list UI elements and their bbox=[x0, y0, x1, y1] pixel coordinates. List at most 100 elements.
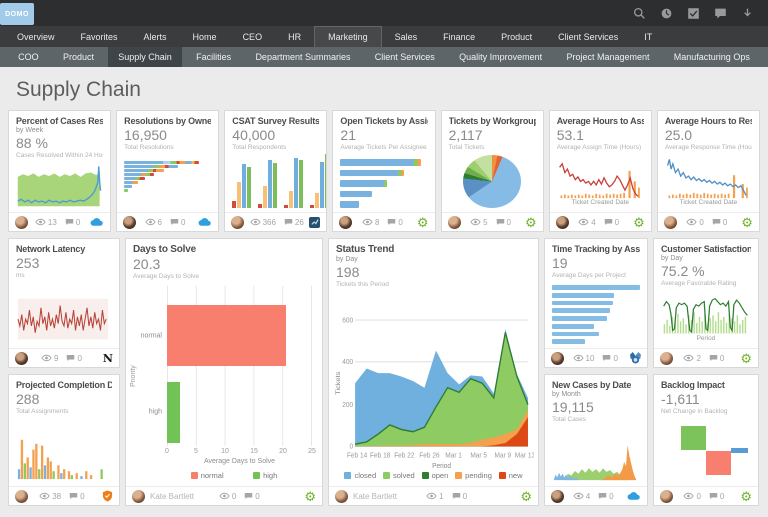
comments[interactable]: 0 bbox=[69, 492, 85, 501]
subnav-coo[interactable]: COO bbox=[18, 52, 39, 62]
avatar[interactable] bbox=[335, 489, 348, 503]
card-projected-completion[interactable]: Projected Completion Da... 288 Total Ass… bbox=[8, 374, 120, 506]
views[interactable]: 0 bbox=[686, 218, 704, 227]
gear-icon[interactable]: ⚙ bbox=[740, 488, 752, 504]
nav-alerts[interactable]: Alerts bbox=[143, 31, 167, 42]
subnav-manufacturing-ops[interactable]: Manufacturing Ops bbox=[673, 52, 750, 62]
views[interactable]: 1 bbox=[426, 492, 444, 501]
gear-icon[interactable]: ⚙ bbox=[416, 214, 429, 230]
avatar[interactable] bbox=[663, 215, 677, 229]
comments[interactable]: 0 bbox=[452, 492, 467, 501]
chart-badge-icon[interactable] bbox=[309, 216, 321, 228]
shield-badge-icon[interactable] bbox=[102, 490, 113, 502]
card-network-latency[interactable]: Network Latency 253 ms 9 0 N bbox=[8, 238, 120, 368]
avatar[interactable] bbox=[660, 489, 673, 503]
subnav-product[interactable]: Product bbox=[62, 52, 94, 62]
nav-overview[interactable]: Overview bbox=[17, 31, 55, 42]
avatar[interactable] bbox=[123, 215, 137, 229]
views[interactable]: 13 bbox=[35, 218, 57, 227]
gear-icon[interactable]: ⚙ bbox=[525, 214, 537, 230]
card-status-trend[interactable]: Status Trend by Day 198 Tickets this Per… bbox=[328, 238, 539, 506]
cloud-badge-icon[interactable] bbox=[197, 217, 212, 227]
subnav-client-services[interactable]: Client Services bbox=[374, 52, 435, 62]
nav-it[interactable]: IT bbox=[644, 31, 653, 42]
comments[interactable]: 0 bbox=[170, 218, 185, 227]
card-csat-trend[interactable]: Customer Satisfaction Tr... by Day 75.2 … bbox=[653, 238, 759, 368]
cloud-badge-icon[interactable] bbox=[626, 491, 641, 501]
views[interactable]: 366 bbox=[249, 218, 276, 227]
avatar[interactable] bbox=[551, 489, 564, 503]
card-open-tickets[interactable]: Open Tickets by Assignee 21 Average Tick… bbox=[332, 110, 436, 232]
nav-product[interactable]: Product bbox=[501, 31, 533, 42]
new-relic-icon[interactable]: N bbox=[102, 351, 113, 365]
bar-high[interactable] bbox=[167, 382, 181, 443]
card-time-tracking[interactable]: Time Tracking by Assignee 19 Average Day… bbox=[544, 238, 648, 368]
card-percent-cases[interactable]: Percent of Cases Resolve... by Week 88 %… bbox=[8, 110, 112, 232]
domo-logo[interactable]: DOMO bbox=[0, 3, 34, 25]
gear-icon[interactable]: ⚙ bbox=[633, 214, 645, 230]
card-csat[interactable]: CSAT Survey Results 40,000 Total Respond… bbox=[224, 110, 328, 232]
card-new-cases[interactable]: New Cases by Date by Month 19,115 Total … bbox=[544, 374, 648, 506]
comments[interactable]: 0 bbox=[387, 218, 403, 227]
avatar[interactable] bbox=[15, 215, 28, 229]
medal-badge-icon[interactable] bbox=[630, 352, 641, 364]
avatar[interactable] bbox=[15, 489, 28, 503]
nav-sales[interactable]: Sales bbox=[394, 31, 418, 42]
comments[interactable]: 0 bbox=[604, 218, 619, 227]
avatar[interactable] bbox=[551, 351, 564, 365]
comments[interactable]: 0 bbox=[598, 492, 614, 501]
comments[interactable]: 0 bbox=[66, 354, 82, 363]
views[interactable]: 4 bbox=[578, 218, 596, 227]
chat-icon[interactable] bbox=[714, 7, 727, 20]
gear-icon[interactable]: ⚙ bbox=[304, 488, 316, 504]
views[interactable]: 2 bbox=[683, 354, 701, 363]
views[interactable]: 5 bbox=[470, 218, 488, 227]
avatar[interactable] bbox=[447, 215, 461, 229]
card-hours-assign[interactable]: Average Hours to Assign 53.1 Average Ass… bbox=[548, 110, 652, 232]
avatar[interactable] bbox=[231, 215, 245, 229]
card-hours-respond[interactable]: Average Hours to Respond 25.0 Average Re… bbox=[656, 110, 760, 232]
comments[interactable]: 0 bbox=[65, 218, 80, 227]
avatar[interactable] bbox=[660, 351, 673, 365]
views[interactable]: 0 bbox=[219, 492, 236, 501]
card-resolutions[interactable]: Resolutions by Owner 16,950 Total Resolu… bbox=[116, 110, 220, 232]
nav-finance[interactable]: Finance bbox=[443, 31, 476, 42]
cloud-badge-icon[interactable] bbox=[89, 217, 104, 227]
nav-favorites[interactable]: Favorites bbox=[80, 31, 118, 42]
subnav-department-summaries[interactable]: Department Summaries bbox=[255, 52, 351, 62]
subnav-quality-improvement[interactable]: Quality Improvement bbox=[459, 52, 543, 62]
search-icon[interactable] bbox=[633, 7, 646, 20]
subnav-project-management[interactable]: Project Management bbox=[566, 52, 650, 62]
bar-normal[interactable] bbox=[167, 305, 287, 366]
avatar[interactable] bbox=[339, 215, 353, 229]
views[interactable]: 6 bbox=[144, 218, 162, 227]
views[interactable]: 4 bbox=[573, 492, 590, 501]
comments[interactable]: 0 bbox=[244, 492, 260, 501]
comments[interactable]: 0 bbox=[709, 492, 724, 501]
views[interactable]: 8 bbox=[362, 218, 379, 227]
comments[interactable]: 0 bbox=[712, 218, 727, 227]
gear-icon[interactable]: ⚙ bbox=[520, 488, 532, 504]
comments[interactable]: 0 bbox=[496, 218, 511, 227]
views[interactable]: 38 bbox=[39, 492, 61, 501]
subnav-facilities[interactable]: Facilities bbox=[196, 52, 232, 62]
download-icon[interactable] bbox=[741, 7, 754, 20]
card-backlog-impact[interactable]: Backlog Impact -1,611 Net Change in Back… bbox=[653, 374, 759, 506]
views[interactable]: 9 bbox=[41, 354, 58, 363]
avatar[interactable] bbox=[132, 489, 145, 503]
comments[interactable]: 26 bbox=[284, 218, 304, 227]
card-days-to-solve[interactable]: Days to Solve 20.3 Average Days to Solve… bbox=[125, 238, 323, 506]
comments[interactable]: 0 bbox=[602, 354, 618, 363]
nav-home[interactable]: Home bbox=[192, 31, 217, 42]
avatar[interactable] bbox=[15, 351, 28, 365]
gear-icon[interactable]: ⚙ bbox=[740, 350, 752, 366]
avatar[interactable] bbox=[555, 215, 569, 229]
card-workgroup[interactable]: Tickets by Workgroup 2,117 Total Tickets… bbox=[440, 110, 544, 232]
comments[interactable]: 0 bbox=[709, 354, 724, 363]
nav-client-services[interactable]: Client Services bbox=[558, 31, 619, 42]
nav-hr[interactable]: HR bbox=[288, 31, 302, 42]
views[interactable]: 10 bbox=[572, 354, 594, 363]
gear-icon[interactable]: ⚙ bbox=[741, 214, 753, 230]
clock-icon[interactable] bbox=[660, 7, 673, 20]
subnav-supply-chain[interactable]: Supply Chain bbox=[108, 47, 182, 67]
